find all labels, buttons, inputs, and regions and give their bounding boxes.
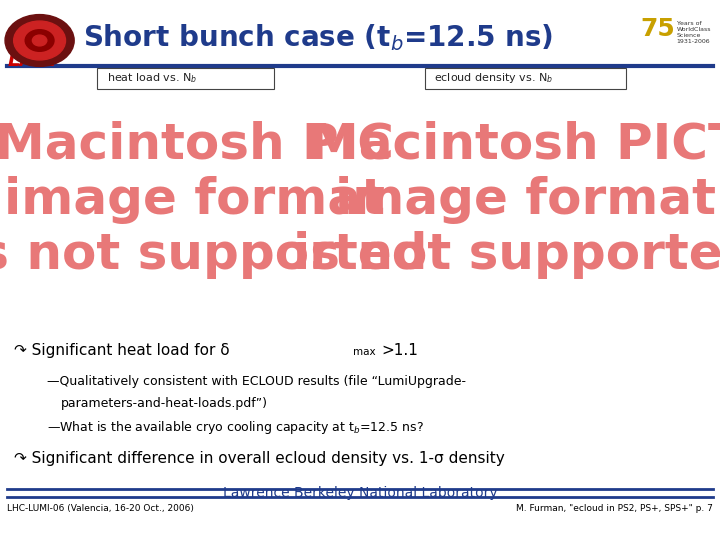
Text: —What is the available cryo cooling capacity at t$_b$=12.5 ns?: —What is the available cryo cooling capa… [47, 418, 423, 435]
Text: LARP: LARP [7, 51, 64, 70]
Text: Macintosh PICT
image format
is not supported: Macintosh PICT image format is not suppo… [293, 120, 720, 279]
Text: ↷ Significant heat load for δ: ↷ Significant heat load for δ [14, 343, 230, 358]
Text: Short bunch case (t$_b$=12.5 ns): Short bunch case (t$_b$=12.5 ns) [83, 22, 553, 53]
Text: Macintosh PIC
image format
is not supported: Macintosh PIC image format is not suppor… [0, 120, 427, 279]
Text: ecloud density vs. N$_b$: ecloud density vs. N$_b$ [434, 71, 554, 85]
Text: parameters-and-heat-loads.pdf”): parameters-and-heat-loads.pdf”) [61, 397, 268, 410]
Text: Lawrence Berkeley National Laboratory: Lawrence Berkeley National Laboratory [222, 486, 498, 500]
Circle shape [25, 30, 54, 51]
Text: Years of
WorldClass
Science
1931-2006: Years of WorldClass Science 1931-2006 [677, 21, 711, 44]
Circle shape [5, 15, 74, 66]
FancyBboxPatch shape [425, 68, 626, 89]
FancyBboxPatch shape [97, 68, 274, 89]
Text: LHC-LUMI-06 (Valencia, 16-20 Oct., 2006): LHC-LUMI-06 (Valencia, 16-20 Oct., 2006) [7, 504, 194, 513]
Circle shape [32, 35, 47, 46]
Text: max: max [353, 347, 375, 357]
Text: >1.1: >1.1 [382, 343, 418, 358]
Text: —Qualitatively consistent with ECLOUD results (file “LumiUpgrade-: —Qualitatively consistent with ECLOUD re… [47, 375, 466, 388]
Text: ↷ Significant difference in overall ecloud density vs. 1-σ density: ↷ Significant difference in overall eclo… [14, 451, 505, 466]
Text: heat load vs. N$_b$: heat load vs. N$_b$ [107, 71, 197, 85]
Text: BERKELEY
LAB: BERKELEY LAB [559, 31, 600, 44]
Text: 75: 75 [640, 17, 675, 41]
Circle shape [14, 21, 66, 60]
Text: M. Furman, "ecloud in PS2, PS+, SPS+" p. 7: M. Furman, "ecloud in PS2, PS+, SPS+" p.… [516, 504, 713, 513]
